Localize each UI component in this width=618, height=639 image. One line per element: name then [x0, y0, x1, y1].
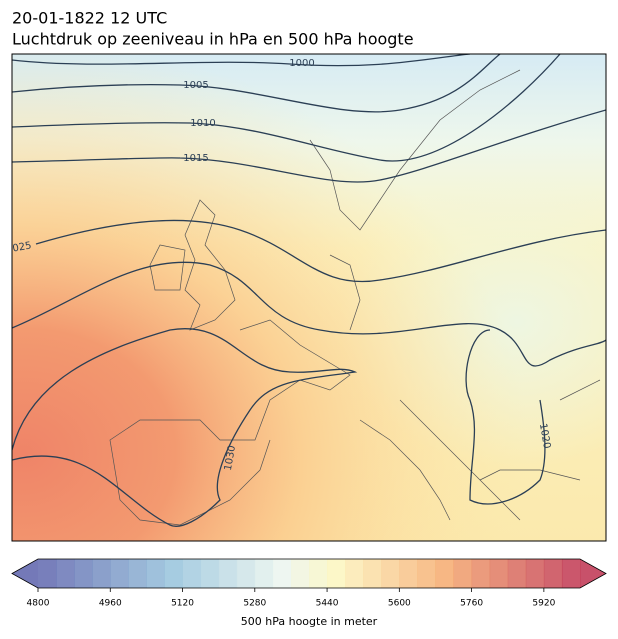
colorbar-tick-label: 5920	[532, 599, 555, 609]
colorbar-segment	[56, 559, 75, 588]
colorbar-label: 500 hPa hoogte in meter	[241, 615, 378, 628]
isobar-labels: 1000 1005 1010 1015 025 1030 1020	[12, 58, 552, 472]
colorbar-segment	[525, 559, 545, 588]
colorbar-tick-label: 5760	[460, 599, 483, 609]
colorbar: 4800 4960 5120 5280 5440 5600 5760 5920	[11, 558, 607, 609]
colorbar-tick-label: 5440	[316, 599, 339, 609]
colorbar-segment	[381, 559, 400, 588]
isobar-label: 025	[12, 240, 33, 254]
colorbar-segment	[218, 559, 238, 588]
coastlines	[109, 69, 601, 526]
isobar-label: 1010	[190, 118, 215, 129]
colorbar-segment	[363, 559, 382, 588]
isobar-label: 1030	[223, 445, 238, 472]
colorbar-segment	[38, 559, 57, 588]
colorbar-segment	[182, 559, 202, 588]
colorbar-segment	[489, 559, 509, 588]
colorbar-segment	[74, 559, 93, 588]
title-line: 20-01-1822 12 UTC	[12, 9, 167, 28]
isobar-label: 1020	[537, 423, 552, 450]
colorbar-outline	[11, 558, 607, 589]
colorbar-tick-label: 5280	[243, 599, 266, 609]
colorbar-segment	[272, 559, 292, 588]
colorbar-segment	[146, 559, 165, 588]
colorbar-tick-label: 5600	[388, 599, 411, 609]
isobars	[12, 54, 606, 527]
colorbar-segment	[453, 559, 473, 588]
map-frame	[11, 53, 607, 542]
colorbar-segment	[417, 559, 436, 588]
colorbar-segment	[92, 559, 111, 588]
map	[12, 54, 606, 541]
colorbar-extend	[12, 559, 38, 588]
isobar-label: 1000	[289, 58, 314, 69]
colorbar-segment	[327, 559, 346, 588]
isobar-label: 1005	[183, 80, 208, 91]
colorbar-tick-label: 5120	[171, 599, 194, 609]
colorbar-segment	[290, 559, 310, 588]
colorbar-segment	[164, 559, 184, 588]
colorbar-tick-label: 4800	[27, 599, 50, 609]
colorbar-segment	[435, 559, 455, 588]
colorbar-tick-label: 4960	[99, 599, 122, 609]
colorbar-segment	[128, 559, 147, 588]
colorbar-segment	[309, 559, 328, 588]
colorbar-segment	[110, 559, 129, 588]
colorbar-segment	[236, 559, 256, 588]
colorbar-segment	[254, 559, 274, 588]
colorbar-extend	[580, 559, 606, 588]
colorbar-segment	[399, 559, 418, 588]
colorbar-segment	[471, 559, 491, 588]
colorbar-segment	[543, 559, 563, 588]
colorbar-segment	[345, 559, 364, 588]
title-line: Luchtdruk op zeeniveau in hPa en 500 hPa…	[12, 30, 414, 49]
isobar-label: 1015	[183, 153, 208, 164]
colorbar-segment	[507, 559, 527, 588]
colorbar-segment	[561, 559, 581, 588]
colorbar-segment	[200, 559, 220, 588]
